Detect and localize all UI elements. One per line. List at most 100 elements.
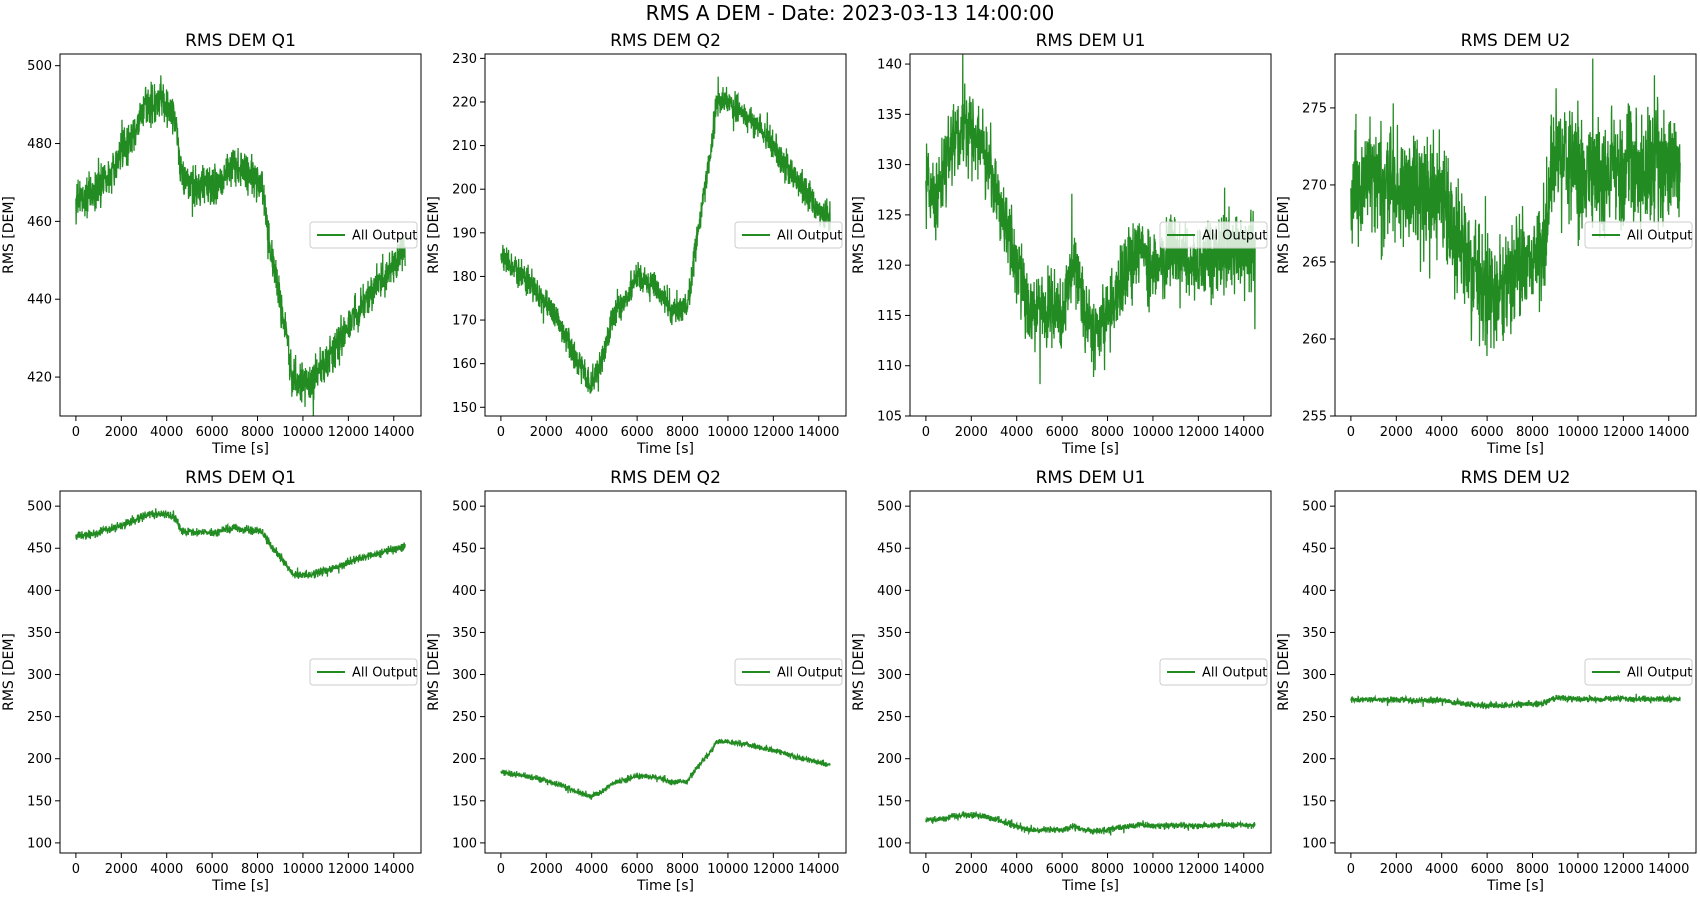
y-tick-label: 150 [27, 794, 52, 809]
x-tick-label: 4000 [150, 425, 183, 440]
legend: All Output [1159, 221, 1268, 249]
y-tick-label: 100 [27, 836, 52, 851]
x-tick-label: 4000 [1425, 425, 1458, 440]
x-tick-label: 8000 [1516, 425, 1549, 440]
y-axis-label: RMS [DEM] [1, 633, 17, 711]
x-tick-label: 4000 [1000, 862, 1033, 877]
legend-label: All Output [1627, 666, 1692, 681]
y-tick-label: 115 [877, 309, 902, 324]
y-axis-label: RMS [DEM] [1276, 196, 1292, 274]
x-tick-label: 14000 [373, 862, 414, 877]
x-tick-label: 8000 [1091, 862, 1124, 877]
y-tick-label: 350 [877, 626, 902, 641]
y-tick-label: 400 [1302, 584, 1327, 599]
subplot-title: RMS DEM U1 [1036, 468, 1146, 488]
x-tick-label: 12000 [1178, 862, 1219, 877]
x-tick-label: 14000 [798, 862, 839, 877]
x-tick-label: 4000 [575, 425, 608, 440]
subplot-title: RMS DEM U2 [1461, 31, 1571, 51]
y-axis-label: RMS [DEM] [1276, 633, 1292, 711]
y-tick-label: 160 [452, 357, 477, 372]
axes-frame [484, 490, 847, 854]
y-tick-label: 260 [1302, 332, 1327, 347]
axes-frame [909, 490, 1272, 854]
legend: All Output [734, 658, 843, 686]
y-tick-label: 125 [877, 208, 902, 223]
subplots: 0 2000 4000 6000 8000 10000 12000 1400042044046… [1, 31, 1697, 894]
y-tick-label: 150 [452, 401, 477, 416]
x-tick-label: 6000 [196, 862, 229, 877]
x-tick-label: 12000 [753, 425, 794, 440]
y-tick-label: 500 [452, 500, 477, 515]
y-tick-label: 450 [27, 542, 52, 557]
x-tick-label: 6000 [1046, 425, 1079, 440]
x-tick-label: 2000 [1380, 862, 1413, 877]
y-tick-label: 350 [27, 626, 52, 641]
y-tick-label: 130 [877, 158, 902, 173]
x-axis-label: Time [s] [636, 441, 694, 457]
x-tick-label: 2000 [955, 862, 988, 877]
y-tick-label: 200 [1302, 752, 1327, 767]
subplot-title: RMS DEM U2 [1461, 468, 1571, 488]
x-tick-label: 4000 [1000, 425, 1033, 440]
y-axis-label: RMS [DEM] [851, 633, 867, 711]
x-tick-label: 10000 [1132, 862, 1173, 877]
x-tick-label: 12000 [1603, 425, 1644, 440]
x-tick-label: 12000 [1603, 862, 1644, 877]
subplot-6: 0 2000 4000 6000 8000 10000 12000 14000 100 150 20… [426, 468, 847, 894]
y-tick-label: 200 [452, 183, 477, 198]
y-tick-label: 170 [452, 314, 477, 329]
y-tick-label: 350 [452, 626, 477, 641]
x-tick-label: 0 [497, 862, 505, 877]
y-tick-label: 400 [877, 584, 902, 599]
x-tick-label: 4000 [1425, 862, 1458, 877]
subplot-title: RMS DEM Q2 [610, 468, 721, 488]
x-tick-label: 14000 [1223, 862, 1264, 877]
y-tick-label: 150 [877, 794, 902, 809]
x-tick-label: 12000 [753, 862, 794, 877]
x-tick-label: 6000 [1471, 425, 1504, 440]
subplot-5: 0 2000 4000 6000 8000 10000 12000 14000 100 150 20… [1, 468, 422, 894]
x-tick-label: 10000 [707, 862, 748, 877]
legend-box [1584, 221, 1693, 249]
x-tick-label: 12000 [1178, 425, 1219, 440]
y-tick-label: 220 [452, 95, 477, 110]
legend-box [309, 221, 418, 249]
x-axis-label: Time [s] [1061, 878, 1119, 894]
x-tick-label: 4000 [575, 862, 608, 877]
y-tick-label: 300 [452, 668, 477, 683]
x-tick-label: 0 [1347, 425, 1355, 440]
y-tick-label: 350 [1302, 626, 1327, 641]
y-tick-label: 180 [452, 270, 477, 285]
y-tick-label: 275 [1302, 101, 1327, 116]
x-tick-label: 10000 [1557, 862, 1598, 877]
y-tick-label: 420 [27, 371, 52, 386]
y-tick-label: 480 [27, 137, 52, 152]
legend: All Output [1159, 658, 1268, 686]
y-tick-label: 150 [1302, 794, 1327, 809]
subplot-title: RMS DEM U1 [1036, 31, 1146, 51]
y-axis-label: RMS [DEM] [426, 196, 442, 274]
y-tick-label: 440 [27, 293, 52, 308]
y-tick-label: 200 [27, 752, 52, 767]
series-line-all-output [500, 738, 831, 800]
y-tick-label: 250 [1302, 710, 1327, 725]
subplot-3: 0 2000 4000 6000 8000 10000 12000 14000 105 110 11… [851, 31, 1272, 457]
axes-frame [484, 53, 847, 417]
x-tick-label: 0 [922, 425, 930, 440]
x-tick-label: 2000 [955, 425, 988, 440]
y-tick-label: 300 [1302, 668, 1327, 683]
legend-label: All Output [352, 666, 417, 681]
y-tick-label: 450 [877, 542, 902, 557]
y-tick-label: 110 [877, 359, 902, 374]
x-tick-label: 8000 [1516, 862, 1549, 877]
x-tick-label: 2000 [105, 425, 138, 440]
y-tick-label: 105 [877, 410, 902, 425]
series-line-all-output [925, 54, 1256, 385]
legend: All Output [309, 658, 418, 686]
x-tick-label: 2000 [105, 862, 138, 877]
x-tick-label: 0 [72, 425, 80, 440]
x-tick-label: 10000 [1557, 425, 1598, 440]
y-axis-label: RMS [DEM] [426, 633, 442, 711]
